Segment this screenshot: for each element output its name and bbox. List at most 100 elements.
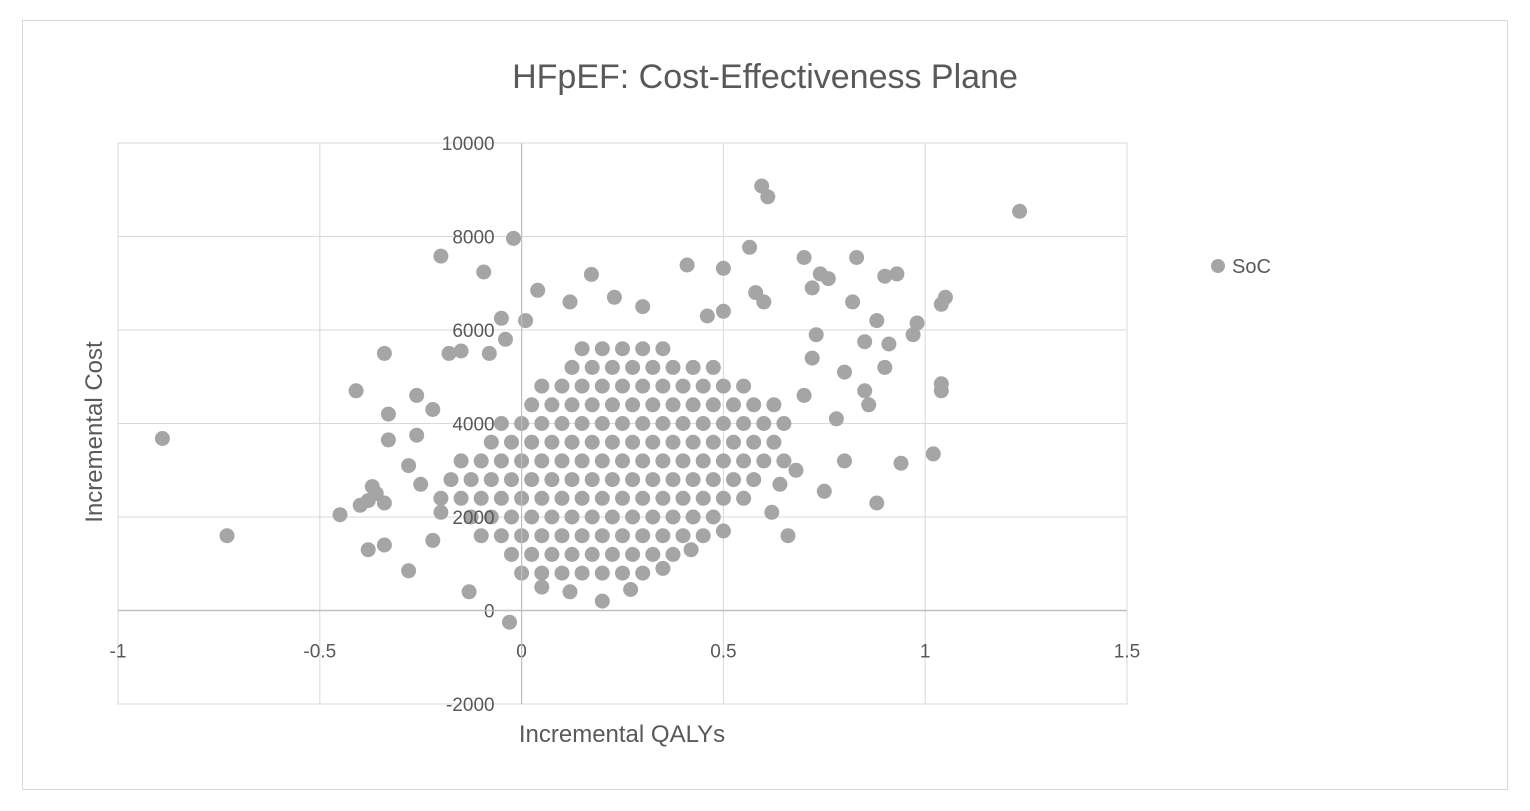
data-point: [675, 453, 691, 469]
data-point: [518, 313, 534, 329]
data-point: [476, 264, 492, 280]
data-point: [409, 387, 425, 403]
data-point: [453, 343, 469, 359]
data-point: [615, 453, 630, 469]
data-point: [534, 528, 550, 544]
data-point: [933, 383, 949, 399]
data-point: [574, 378, 590, 394]
data-point: [804, 280, 820, 296]
data-point: [583, 266, 599, 282]
data-point: [665, 359, 681, 375]
data-point: [534, 416, 550, 431]
data-point: [675, 416, 691, 431]
data-point: [473, 490, 489, 506]
data-point: [594, 528, 610, 544]
data-point: [524, 509, 540, 525]
data-point: [594, 565, 610, 581]
data-point: [604, 434, 620, 450]
data-point: [564, 509, 580, 525]
data-point: [348, 383, 364, 399]
data-point: [675, 378, 691, 394]
data-point: [615, 490, 630, 506]
data-point: [433, 504, 449, 520]
x-tick-label: -0.5: [303, 642, 336, 663]
data-point: [401, 563, 417, 579]
data-point: [766, 434, 782, 450]
data-point: [881, 336, 897, 352]
data-point: [623, 582, 639, 597]
data-point: [764, 504, 780, 520]
data-point: [715, 523, 731, 539]
data-point: [615, 565, 630, 581]
data-point: [695, 416, 711, 431]
data-point: [857, 334, 873, 350]
data-point: [655, 341, 671, 357]
data-point: [562, 584, 578, 600]
data-point: [443, 472, 459, 488]
data-point: [594, 416, 610, 431]
data-point: [493, 416, 509, 431]
data-point: [645, 546, 661, 562]
data-point: [594, 453, 610, 469]
data-point: [604, 546, 620, 562]
data-point: [544, 434, 560, 450]
data-point: [849, 250, 865, 265]
data-point: [635, 528, 651, 544]
data-point: [574, 341, 590, 357]
legend-marker: [1211, 259, 1225, 273]
data-point: [594, 341, 610, 357]
data-point: [332, 507, 348, 523]
data-point: [554, 378, 570, 394]
data-point: [635, 453, 651, 469]
data-point: [695, 490, 711, 506]
y-tick-label: 4000: [452, 415, 494, 436]
data-point: [820, 271, 836, 287]
data-points: [154, 178, 1028, 630]
data-point: [360, 542, 376, 558]
data-point: [604, 509, 620, 525]
data-point: [736, 490, 752, 506]
data-point: [893, 455, 909, 471]
data-point: [544, 509, 560, 525]
data-point: [925, 446, 941, 462]
data-point: [376, 345, 392, 361]
data-point: [683, 542, 699, 558]
data-point: [685, 397, 701, 413]
data-point: [665, 397, 681, 413]
data-point: [544, 546, 560, 562]
data-point: [425, 532, 441, 548]
data-point: [655, 560, 671, 576]
data-point: [715, 378, 731, 394]
data-point: [584, 472, 600, 488]
data-point: [861, 397, 877, 413]
data-point: [453, 490, 469, 506]
data-point: [504, 546, 519, 562]
legend-label: SoC: [1232, 256, 1271, 278]
data-point: [837, 453, 852, 469]
data-point: [493, 490, 509, 506]
data-point: [530, 282, 546, 298]
data-point: [504, 509, 519, 525]
data-point: [655, 416, 671, 431]
legend: SoC: [1211, 256, 1271, 278]
data-point: [877, 268, 893, 284]
data-point: [534, 490, 550, 506]
x-tick-label: 1.5: [1114, 642, 1140, 663]
data-point: [655, 378, 671, 394]
data-point: [726, 397, 741, 413]
data-point: [584, 397, 600, 413]
y-axis-label: Incremental Cost: [81, 341, 108, 523]
data-point: [615, 341, 630, 357]
data-point: [564, 397, 580, 413]
data-point: [828, 411, 844, 427]
data-point: [877, 359, 893, 375]
data-point: [736, 453, 752, 469]
data-point: [905, 327, 921, 343]
data-point: [625, 397, 641, 413]
data-point: [796, 387, 812, 403]
data-point: [699, 308, 715, 324]
data-point: [780, 528, 796, 544]
data-point: [635, 416, 651, 431]
data-point: [715, 453, 731, 469]
